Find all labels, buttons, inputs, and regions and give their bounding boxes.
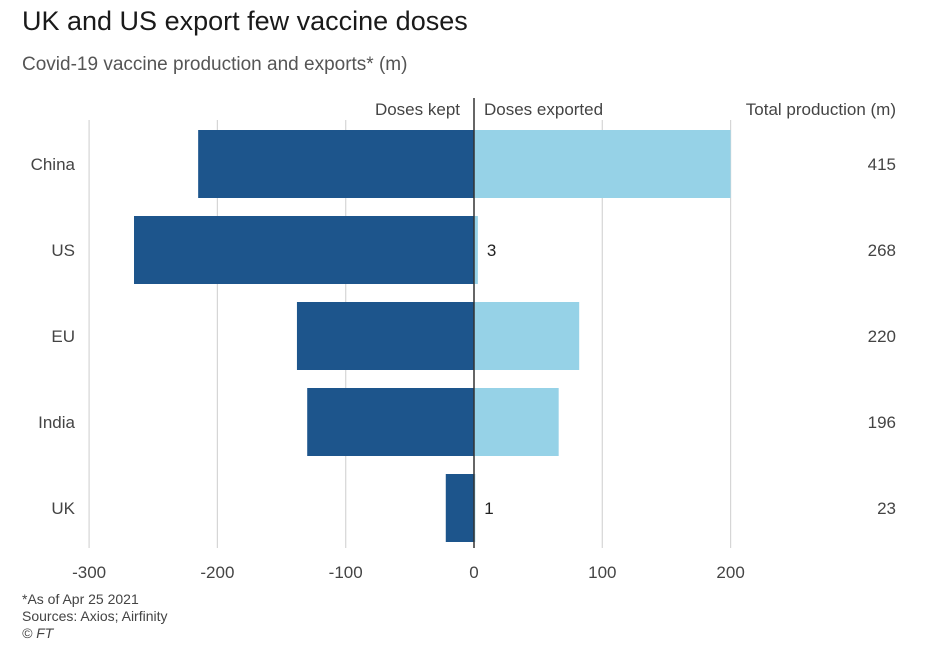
footnotes: *As of Apr 25 2021 Sources: Axios; Airfi… xyxy=(22,591,168,642)
bar-kept-india xyxy=(307,388,474,456)
header-doses-exported: Doses exported xyxy=(484,100,603,119)
category-label-eu: EU xyxy=(51,327,75,346)
total-value-eu: 220 xyxy=(868,327,896,346)
x-tick-label-minus200: -200 xyxy=(200,563,234,582)
data-label-exported-us: 3 xyxy=(487,241,496,260)
chart-title: UK and US export few vaccine doses xyxy=(22,6,468,36)
bar-exported-eu xyxy=(474,302,580,370)
bar-kept-china xyxy=(198,130,474,198)
chart-subtitle: Covid-19 vaccine production and exports*… xyxy=(22,54,408,75)
bar-kept-us xyxy=(134,216,474,284)
bar-exported-china xyxy=(474,130,731,198)
footnote-credit: © FT xyxy=(22,625,54,641)
category-label-china: China xyxy=(31,155,76,174)
category-label-uk: UK xyxy=(51,499,75,518)
x-tick-label-0: 0 xyxy=(469,563,478,582)
bar-exported-us xyxy=(474,216,478,284)
header-total-production: Total production (m) xyxy=(746,100,896,119)
footnote-sources: Sources: Axios; Airfinity xyxy=(22,608,168,624)
bar-kept-eu xyxy=(296,302,474,370)
category-label-us: US xyxy=(51,241,75,260)
total-value-us: 268 xyxy=(868,241,896,260)
data-label-exported-uk: 1 xyxy=(484,499,493,518)
x-tick-label-minus100: -100 xyxy=(329,563,363,582)
total-value-uk: 23 xyxy=(877,499,896,518)
x-tick-label-100: 100 xyxy=(588,563,616,582)
total-value-india: 196 xyxy=(868,413,896,432)
x-tick-label-minus300: -300 xyxy=(72,563,106,582)
category-label-india: India xyxy=(38,413,75,432)
bar-exported-india xyxy=(474,388,559,456)
header-doses-kept: Doses kept xyxy=(375,100,460,119)
x-tick-label-200: 200 xyxy=(716,563,744,582)
bar-kept-uk xyxy=(445,474,474,542)
total-value-china: 415 xyxy=(868,155,896,174)
footnote-asof: *As of Apr 25 2021 xyxy=(22,591,139,607)
